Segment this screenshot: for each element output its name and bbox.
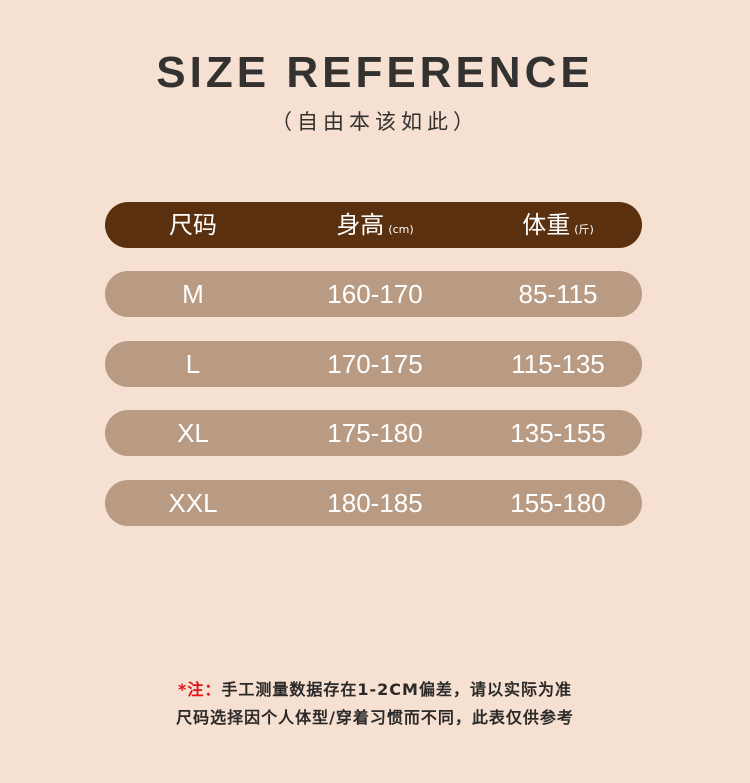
- page-subtitle: （自由本该如此）: [271, 110, 479, 134]
- table-row: L 170-175 115-135: [105, 341, 642, 387]
- header-size-label: 尺码: [169, 211, 217, 239]
- cell-height: 160-170: [327, 279, 423, 309]
- table-row: M 160-170 85-115: [105, 271, 642, 317]
- cell-size: L: [185, 349, 201, 379]
- header-weight: 体重 (斤): [468, 202, 648, 248]
- note-prefix: *注：: [178, 680, 222, 699]
- cell-size: M: [182, 279, 204, 309]
- note-line-2: 尺码选择因个人体型/穿着习惯而不同，此表仅供参考: [176, 708, 574, 727]
- cell-weight: 85-115: [518, 279, 598, 309]
- table-row: XXL 180-185 155-180: [105, 480, 642, 526]
- note-line-1: *注：手工测量数据存在1-2CM偏差，请以实际为准: [0, 676, 750, 700]
- cell-size: XL: [177, 418, 209, 448]
- header-height-unit: (cm): [388, 223, 414, 236]
- cell-height: 180-185: [327, 488, 423, 518]
- header-weight-unit: (斤): [574, 223, 594, 236]
- cell-weight: 155-180: [510, 488, 606, 518]
- cell-weight: 135-155: [510, 418, 606, 448]
- cell-weight: 115-135: [511, 349, 605, 379]
- table-row: XL 175-180 135-155: [105, 410, 642, 456]
- header-height-label: 身高: [336, 211, 385, 239]
- note-text-1: 手工测量数据存在1-2CM偏差，请以实际为准: [221, 680, 572, 699]
- page-title: SIZE REFERENCE: [156, 48, 594, 97]
- cell-height: 175-180: [327, 418, 423, 448]
- cell-height: 170-175: [327, 349, 423, 379]
- cell-size: XXL: [168, 488, 218, 518]
- header-size: 尺码: [103, 202, 283, 248]
- header-weight-label: 体重: [522, 211, 571, 239]
- header-height: 身高 (cm): [285, 202, 465, 248]
- table-header: 尺码 身高 (cm) 体重 (斤): [105, 202, 642, 248]
